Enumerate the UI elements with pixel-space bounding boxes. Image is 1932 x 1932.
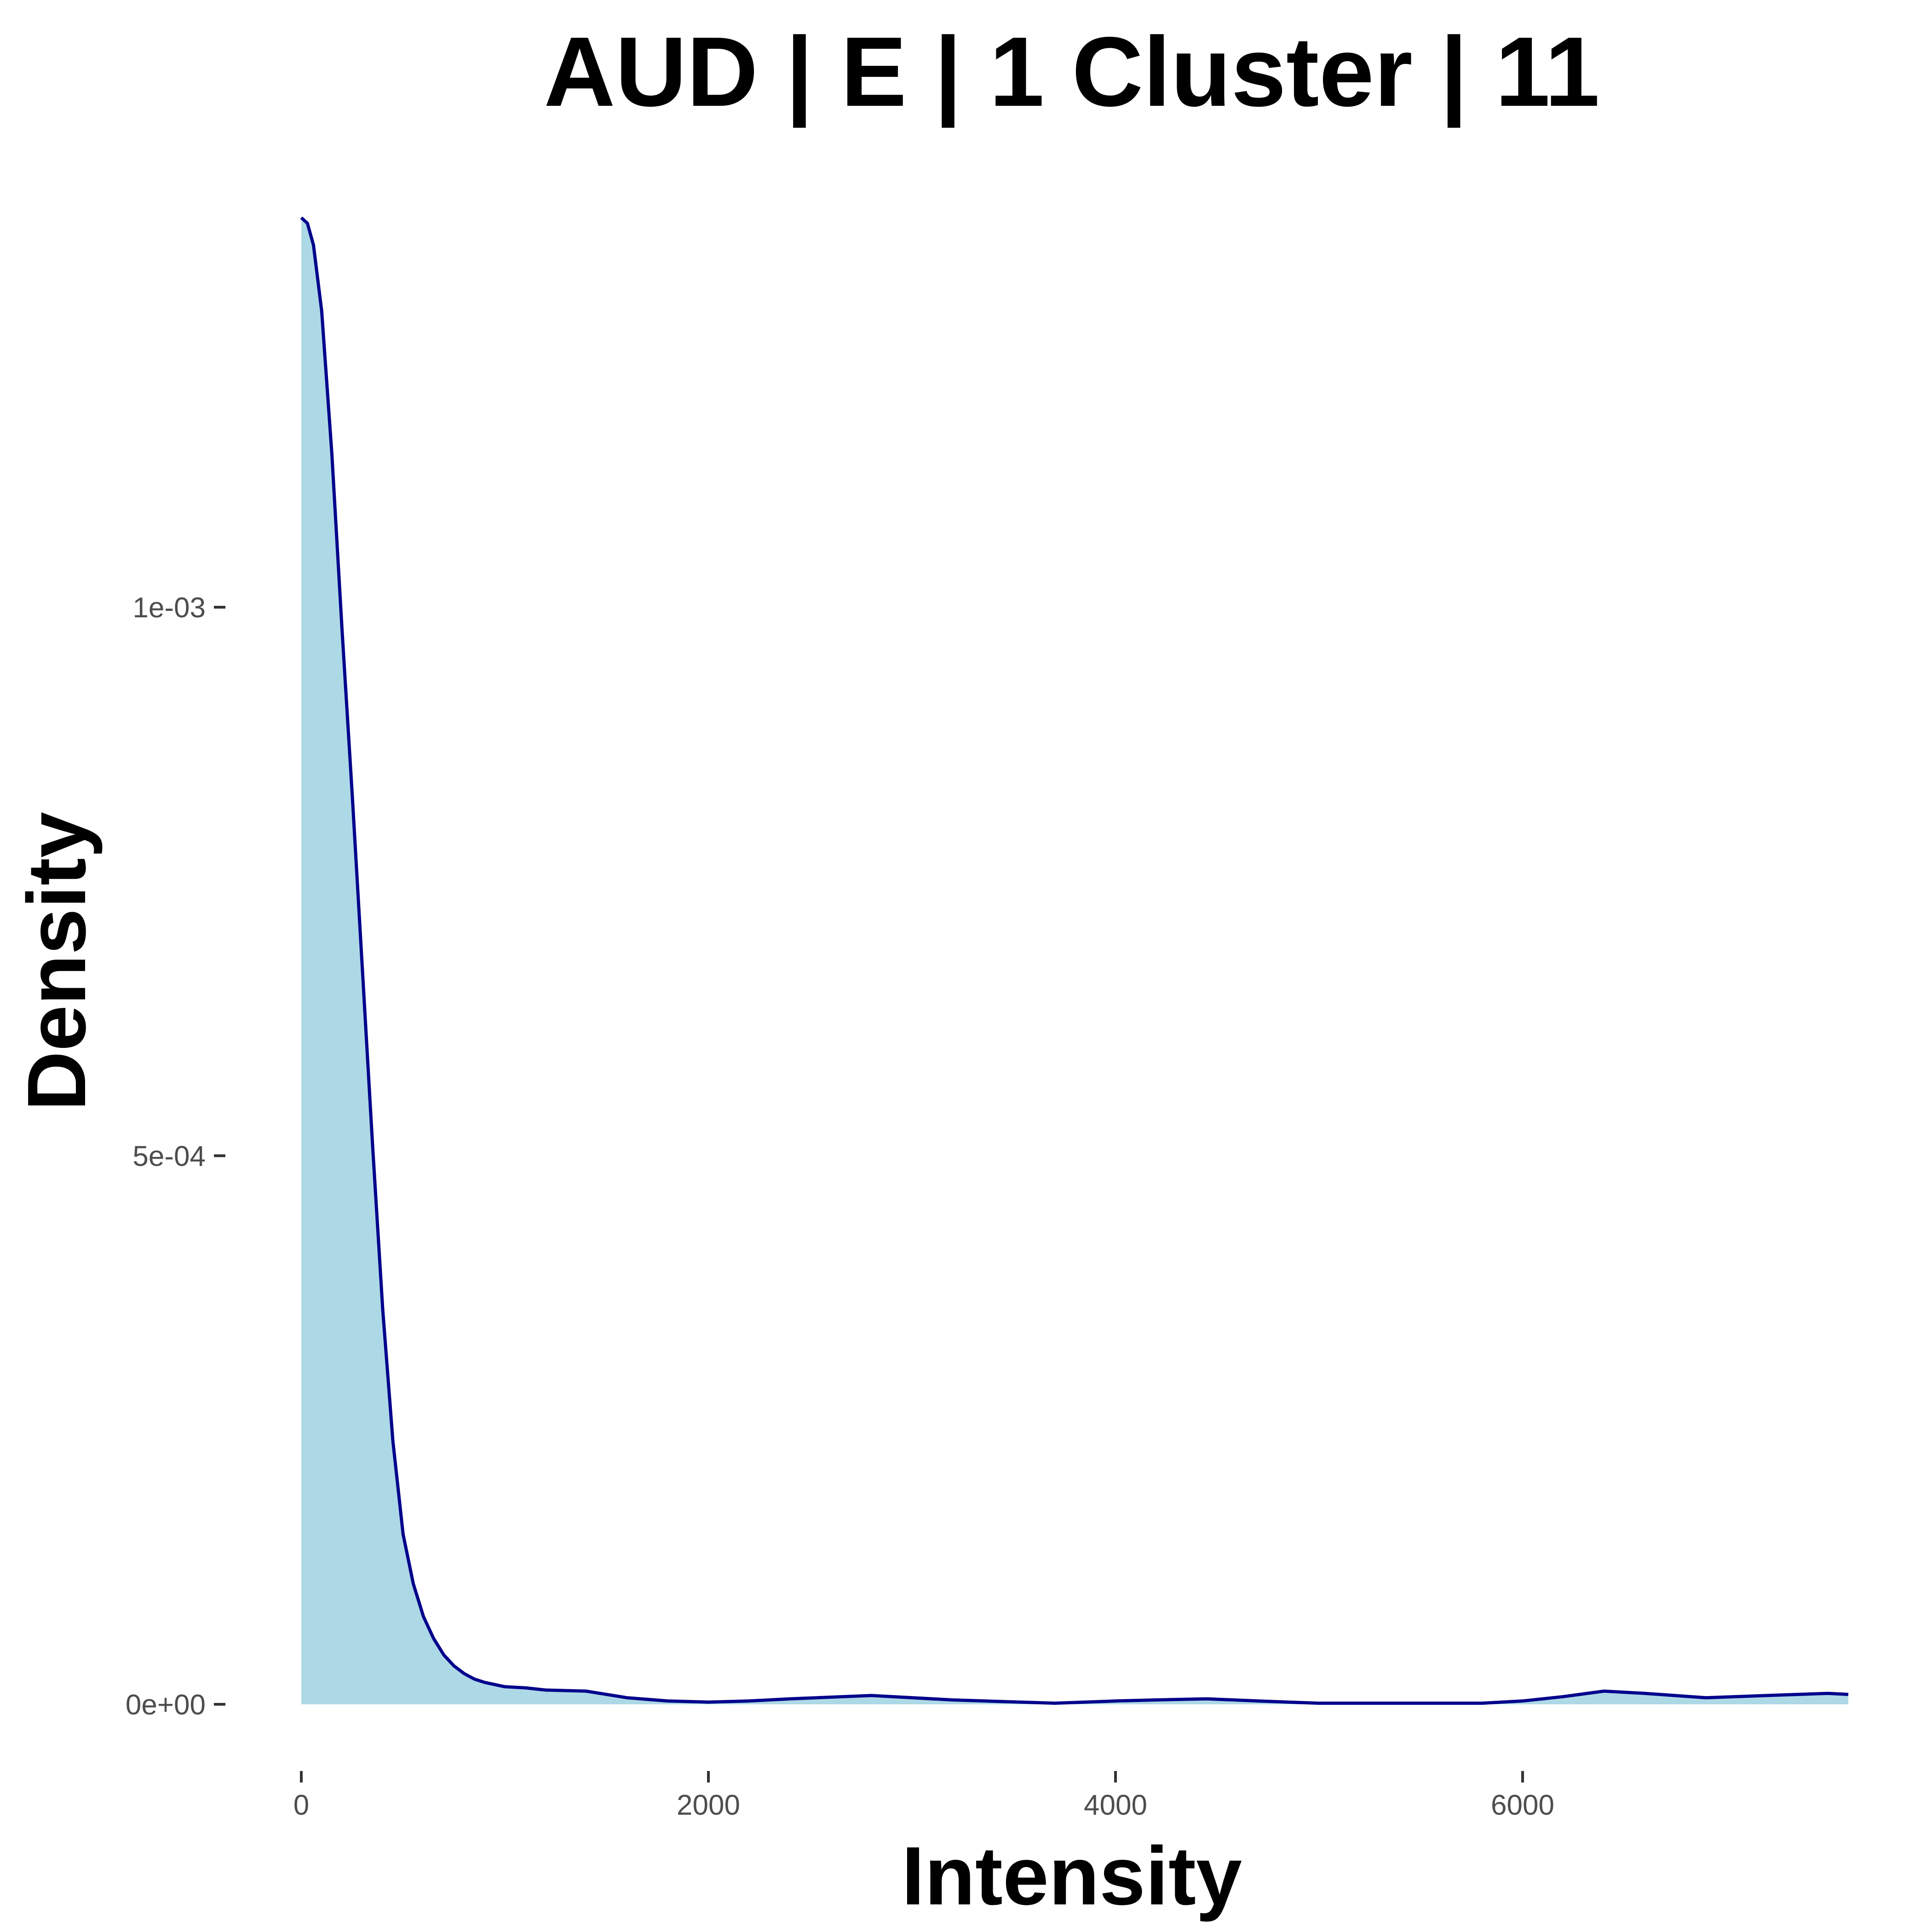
y-axis: 0e+00 5e-04 1e-03 bbox=[126, 592, 225, 1721]
x-tick-label: 6000 bbox=[1491, 1789, 1554, 1821]
x-axis-title: Intensity bbox=[902, 1830, 1242, 1922]
y-tick-label: 1e-03 bbox=[132, 592, 206, 624]
y-tick-label: 0e+00 bbox=[126, 1689, 206, 1721]
y-tick-label: 5e-04 bbox=[132, 1141, 206, 1173]
y-axis-title: Density bbox=[11, 812, 103, 1111]
x-axis: 0 2000 4000 6000 bbox=[293, 1771, 1554, 1821]
plot-area bbox=[300, 216, 1849, 1705]
chart-title: AUD | E | 1 Cluster | 11 bbox=[544, 16, 1599, 128]
x-tick-label: 2000 bbox=[677, 1789, 740, 1821]
x-tick-label: 4000 bbox=[1084, 1789, 1147, 1821]
density-area bbox=[301, 218, 1848, 1704]
x-tick-label: 0 bbox=[293, 1789, 309, 1821]
density-line bbox=[300, 216, 1849, 1705]
